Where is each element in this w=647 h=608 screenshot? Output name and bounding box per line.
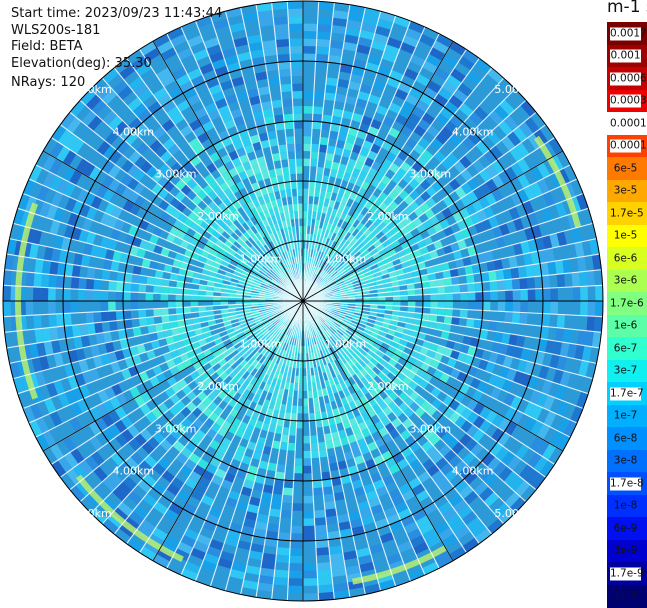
- colorbar-entry: 1e-9: [607, 584, 647, 608]
- scan-info: Start time: 2023/09/23 11:43:44 WLS200s-…: [11, 6, 222, 92]
- colorbar-entry: 3e-9: [607, 539, 647, 563]
- ppi-data: [3, 1, 603, 601]
- ring-label: 5.00km: [70, 83, 112, 96]
- ring-label: 5.00km: [494, 83, 536, 96]
- colorbar-label: 1e-9: [613, 589, 638, 602]
- colorbar-label: 3e-5: [613, 184, 638, 197]
- colorbar-entry: 0.0006: [607, 67, 647, 90]
- colorbar-entry: 3e-8: [607, 449, 647, 473]
- colorbar-label: 3e-6: [613, 274, 638, 287]
- colorbar-label: 6e-7: [613, 342, 638, 354]
- field-label: Field: BETA: [11, 39, 83, 54]
- colorbar-unit: m-1 sr-1: [607, 0, 647, 17]
- azimuth-spoke: [152, 40, 304, 302]
- azimuth-spoke: [42, 300, 304, 452]
- ring-label: 3.00km: [409, 168, 451, 181]
- ring-label: 5.00km: [70, 507, 112, 520]
- colorbar-label: 1.7e-6: [610, 297, 644, 309]
- colorbar-entry: 0.00017: [607, 112, 647, 135]
- colorbar-entry: 6e-5: [607, 157, 647, 180]
- instrument-label: WLS200s-181: [11, 22, 101, 38]
- ring-label: 4.00km: [113, 465, 155, 478]
- colorbar-label: 1.7e-5: [610, 207, 644, 219]
- azimuth-spoke: [42, 150, 304, 302]
- azimuth-spokes: [3, 1, 603, 601]
- colorbar-label: 6e-6: [613, 252, 638, 264]
- colorbar-label: 0.0001: [610, 139, 647, 153]
- colorbar-label: 1.7e-9: [610, 567, 644, 580]
- colorbar-label: 6e-9: [613, 522, 638, 534]
- colorbar-label: 0.001: [610, 49, 641, 63]
- feature-band: [351, 545, 447, 585]
- colorbar-entry: 1e-8: [607, 494, 647, 518]
- colorbar-label: 3e-7: [613, 364, 638, 377]
- ring-label: 1.00km: [240, 253, 282, 266]
- colorbar-label: 1e-5: [613, 229, 638, 242]
- colorbar-entry: 0.001: [607, 44, 647, 68]
- colorbar-label: 0.00017: [610, 117, 647, 129]
- colorbar-label: 1.7e-7: [610, 387, 644, 400]
- ring-label: 3.00km: [155, 168, 197, 181]
- colorbar-entry: 1.7e-6: [607, 292, 647, 315]
- ring-label: 1.00km: [240, 337, 282, 350]
- ring-label: 2.00km: [367, 210, 409, 223]
- ray-separators: [3, 1, 603, 601]
- azimuth-spoke: [302, 150, 564, 302]
- ring-label: 2.00km: [197, 380, 239, 393]
- colorbar-entry: 1.7e-7: [607, 382, 647, 405]
- colorbar-label: 1e-8: [613, 499, 638, 512]
- azimuth-spoke: [302, 40, 454, 302]
- ring-label: 3.00km: [409, 422, 451, 435]
- ring-label: 4.00km: [452, 125, 494, 138]
- colorbar-entry: 6e-6: [607, 247, 647, 270]
- range-gates: [3, 1, 603, 601]
- colorbar-label: 6e-5: [613, 162, 638, 174]
- colorbar-entry: 6e-8: [607, 427, 647, 450]
- colorbar-entry: 1.7e-5: [607, 202, 647, 225]
- colorbar-entry: 3e-7: [607, 359, 647, 383]
- colorbar-entry: 1.7e-9: [607, 562, 647, 585]
- colorbar-entry: 0.0003: [607, 89, 647, 113]
- azimuth-spoke: [302, 300, 564, 452]
- colorbar-entry: 1.7e-8: [607, 472, 647, 495]
- colorbar-entry: 6e-9: [607, 517, 647, 540]
- colorbar-label: 3e-9: [613, 544, 638, 557]
- colorbar-entry: 1e-5: [607, 224, 647, 248]
- colorbar-entry: 0.0001: [607, 134, 647, 158]
- colorbar-entry: 3e-6: [607, 269, 647, 293]
- ring-label: 4.00km: [452, 465, 494, 478]
- colorbar-label: 1.7e-8: [610, 477, 644, 490]
- colorbar-label: 1e-6: [613, 319, 638, 332]
- colorbar-label: 0.0003: [610, 94, 647, 108]
- colorbar-label: 0.0006: [610, 72, 647, 85]
- nrays-label: NRays: 120: [11, 75, 86, 90]
- elevation-label: Elevation(deg): 35.30: [11, 55, 152, 71]
- colorbar-label: 1e-7: [613, 409, 638, 422]
- ring-label: 3.00km: [155, 422, 197, 435]
- feature-band: [76, 474, 184, 563]
- feature-band: [534, 135, 582, 229]
- colorbar-entry: 1e-6: [607, 314, 647, 338]
- ring-label: 1.00km: [325, 337, 367, 350]
- ring-label: 2.00km: [197, 210, 239, 223]
- ring-label: 2.00km: [367, 380, 409, 393]
- colorbar-label: 6e-8: [613, 432, 638, 444]
- colorbar-entry: 3e-5: [607, 179, 647, 203]
- ring-labels: 1.00km 1.00km 1.00km 1.00km 2.00km 2.00km 2.00…: [70, 83, 536, 520]
- colorbar-entry: 1e-7: [607, 404, 647, 428]
- colorbar-entry: 0.0017: [607, 22, 647, 45]
- azimuth-spoke: [302, 300, 454, 562]
- start-time-label: Start time: 2023/09/23 11:43:44: [11, 6, 223, 21]
- ring-label: 4.00km: [113, 125, 155, 138]
- ring-label: 5.00km: [494, 507, 536, 520]
- colorbar-label: 0.0017: [610, 27, 647, 40]
- colorbar-label: 3e-8: [613, 454, 638, 467]
- ring-label: 1.00km: [325, 253, 367, 266]
- azimuth-spoke: [152, 300, 304, 562]
- colorbar-entry: 6e-7: [607, 337, 647, 360]
